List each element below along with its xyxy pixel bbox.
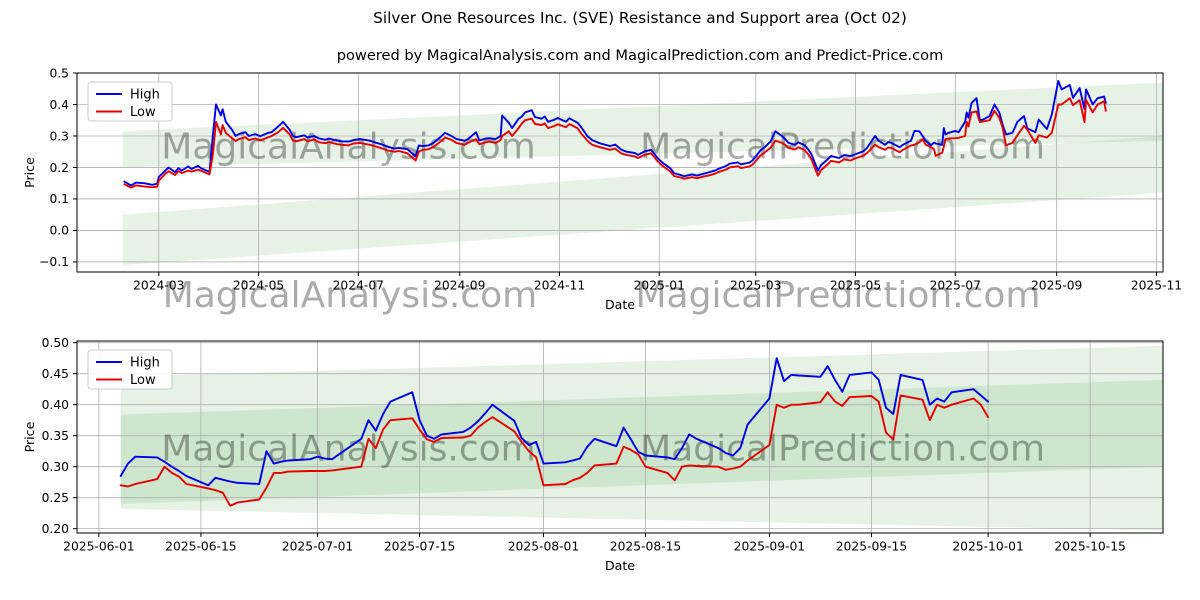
x-tick-label: 2025-07 (930, 279, 981, 293)
legend: High Low (87, 349, 173, 390)
x-tick-label: 2025-08-15 (610, 540, 681, 554)
legend-high-label: High (130, 88, 160, 103)
long-term-chart: MagicalAnalysis.com MagicalPrediction.com… (22, 66, 1182, 312)
axes-spines (76, 72, 1164, 273)
x-tick-label: 2025-07-15 (384, 540, 455, 554)
legend-low-label: Low (130, 105, 156, 120)
figure-subtitle: powered by MagicalAnalysis.com and Magic… (337, 47, 944, 64)
y-tick-label: 0.35 (42, 429, 69, 443)
x-axis-label: Date (605, 558, 635, 573)
y-tick-label: 0.25 (42, 491, 69, 505)
y-tick-label: 0.50 (42, 336, 69, 350)
x-tick-label: 2025-06-15 (165, 540, 236, 554)
y-tick-label: 0.45 (42, 367, 69, 381)
x-tick-label: 2025-08-01 (508, 540, 579, 554)
y-tick-label: 0.4 (49, 98, 69, 112)
x-tick-label: 2025-09 (1031, 279, 1082, 293)
legend-high-label: High (130, 356, 160, 371)
figure-title: Silver One Resources Inc. (SVE) Resistan… (373, 9, 907, 27)
band-polygon (122, 135, 1164, 266)
x-axis-label: Date (605, 297, 635, 312)
x-tick-label: 2025-07-01 (282, 540, 353, 554)
x-tick-label: 2024-11 (534, 279, 585, 293)
tick-labels: 2024-03 2024-05 2024-07 2024-09 2024-11 2025-… (39, 66, 1182, 292)
axes-spines (76, 340, 1164, 534)
x-tick-label: 2025-06-01 (63, 540, 134, 554)
x-tick-label: 2024-07 (333, 279, 384, 293)
watermark-analysis: MagicalAnalysis.com (161, 127, 535, 168)
band-polygon (122, 82, 1164, 168)
tick-labels: 2025-06-01 2025-06-15 2025-07-01 2025-07-15… (42, 336, 1126, 554)
y-axis-label: Price (22, 157, 37, 188)
watermark-analysis: MagicalAnalysis.com (161, 428, 535, 469)
legend: High Low (87, 81, 173, 122)
low-line (123, 97, 1107, 189)
x-tick-label: 2025-10-01 (952, 540, 1023, 554)
y-tick-label: −0.1 (39, 255, 69, 269)
high-line (119, 357, 990, 487)
y-tick-label: 0.0 (49, 224, 69, 238)
x-tick-label: 2025-11 (1131, 279, 1182, 293)
x-tick-label: 2025-09-01 (734, 540, 805, 554)
y-tick-label: 0.5 (49, 66, 69, 80)
watermark-analysis: MagicalAnalysis.com (163, 275, 537, 316)
x-tick-label: 2024-05 (233, 279, 284, 293)
recent-chart: MagicalAnalysis.com MagicalPrediction.com… (22, 336, 1164, 573)
watermark-prediction: MagicalPrediction.com (636, 275, 1041, 316)
x-tick-label: 2025-09-15 (836, 540, 907, 554)
x-tick-label: 2024-09 (434, 279, 485, 293)
y-tick-label: 0.30 (42, 460, 69, 474)
x-tick-label: 2024-03 (133, 279, 184, 293)
low-line (119, 391, 990, 507)
y-tick-label: 0.20 (42, 522, 69, 536)
y-tick-label: 0.2 (49, 161, 69, 175)
y-axis-label: Price (22, 421, 37, 452)
y-tick-label: 0.1 (49, 192, 69, 206)
x-tick-label: 2025-03 (730, 279, 781, 293)
high-line (123, 79, 1107, 187)
figure-watermark-row: MagicalAnalysis.com MagicalPrediction.com (163, 275, 1041, 316)
y-tick-label: 0.3 (49, 129, 69, 143)
watermark-prediction: MagicalPrediction.com (640, 428, 1045, 469)
y-tick-label: 0.40 (42, 398, 69, 412)
x-tick-label: 2025-05 (830, 279, 881, 293)
support-resistance-bands (122, 82, 1164, 266)
legend-low-label: Low (130, 373, 156, 388)
x-tick-label: 2025-01 (634, 279, 685, 293)
plot-area (77, 73, 1163, 272)
band-polygon (120, 345, 1163, 504)
x-tick-label: 2025-10-15 (1054, 540, 1125, 554)
watermark-prediction: MagicalPrediction.com (640, 127, 1045, 168)
